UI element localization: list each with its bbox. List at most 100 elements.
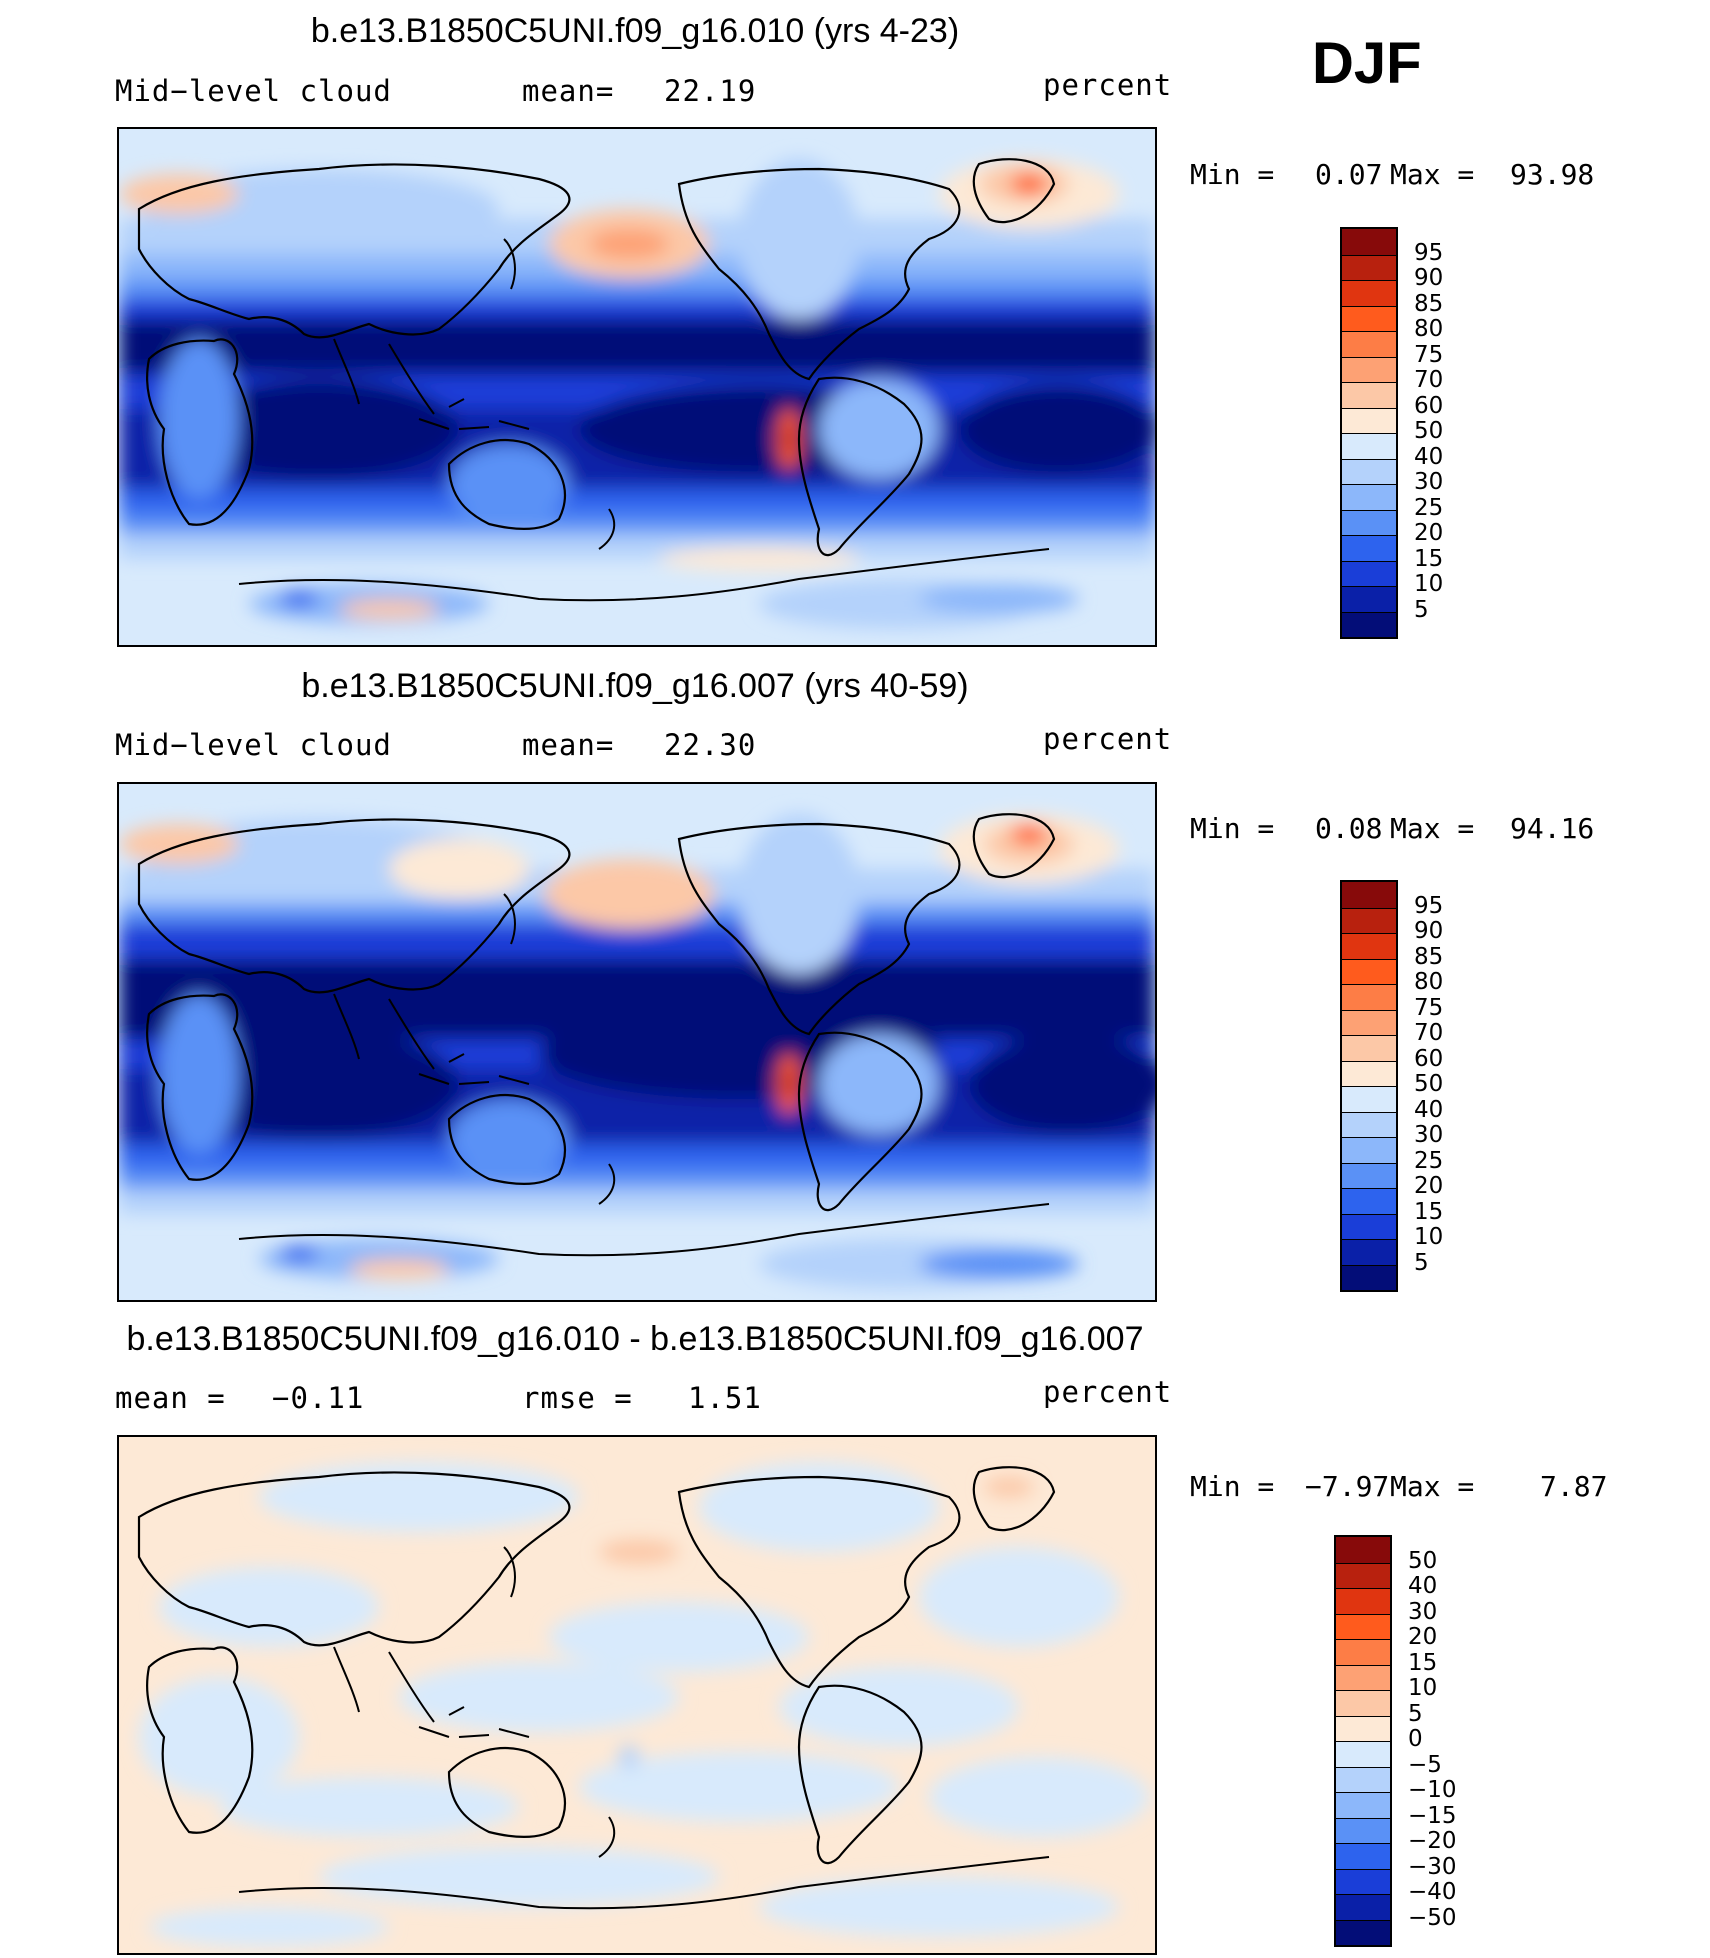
colorbar-tick-label: 25	[1414, 494, 1444, 521]
colorbar-tick-label: 15	[1414, 545, 1444, 572]
panel-3-map-svg	[119, 1437, 1155, 1953]
colorbar-swatch	[1342, 509, 1396, 535]
colorbar-tick-label: 60	[1414, 392, 1444, 419]
colorbar-swatch	[1342, 1188, 1396, 1214]
colorbar-swatch	[1342, 356, 1396, 382]
colorbar-tick-label: 5	[1414, 1249, 1429, 1276]
colorbar-tick-label: 30	[1414, 1122, 1444, 1148]
panel-1-colorbar	[1340, 227, 1398, 639]
colorbar-swatch	[1342, 611, 1396, 637]
colorbar-swatch	[1336, 1588, 1390, 1614]
colorbar-swatch	[1336, 1664, 1390, 1690]
colorbar-swatch	[1342, 331, 1396, 357]
panel-2-units: percent	[1043, 722, 1173, 756]
panel-2-title: b.e13.B1850C5UNI.f09_g16.007 (yrs 40-59)	[301, 667, 969, 705]
colorbar-tick-label: −20	[1408, 1828, 1457, 1854]
panel-2-variable: Mid−level cloud	[115, 728, 392, 762]
season-label: DJF	[1312, 31, 1422, 96]
colorbar-tick-label: 85	[1414, 943, 1444, 970]
panel-1-mean-label: mean=	[522, 74, 615, 108]
colorbar-tick-label: 40	[1414, 1096, 1444, 1123]
colorbar-swatch	[1342, 1264, 1396, 1290]
panel-1-title: b.e13.B1850C5UNI.f09_g16.010 (yrs 4-23)	[310, 12, 960, 50]
colorbar-swatch	[1342, 560, 1396, 586]
colorbar-tick-label: 10	[1408, 1675, 1438, 1701]
panel-2-min-value: 0.08	[1315, 812, 1383, 845]
panel-3-colorbar	[1334, 1535, 1392, 1947]
panel-3-max-value: 7.87	[1540, 1470, 1608, 1503]
colorbar-tick-label: 70	[1414, 1020, 1444, 1046]
colorbar-tick-label: 15	[1414, 1198, 1444, 1225]
panel-2-mean-value: 22.30	[664, 728, 757, 762]
colorbar-swatch	[1342, 1060, 1396, 1086]
colorbar-swatch	[1336, 1894, 1390, 1920]
panel-2-min-label: Min =	[1190, 812, 1275, 845]
colorbar-tick-label: −40	[1408, 1879, 1457, 1905]
colorbar-swatch	[1342, 882, 1396, 908]
colorbar-swatch	[1342, 305, 1396, 331]
colorbar-tick-label: 30	[1408, 1598, 1438, 1625]
colorbar-swatch	[1342, 984, 1396, 1010]
colorbar-swatch	[1342, 1239, 1396, 1265]
colorbar-swatch	[1336, 1537, 1390, 1563]
colorbar-swatch	[1342, 1035, 1396, 1061]
colorbar-swatch	[1342, 933, 1396, 959]
panel-3-map	[117, 1435, 1157, 1955]
colorbar-tick-label: 90	[1414, 265, 1444, 291]
colorbar-tick-label: 40	[1408, 1573, 1438, 1599]
panel-3-mean-value: −0.11	[272, 1381, 365, 1415]
colorbar-tick-label: −5	[1408, 1751, 1442, 1778]
colorbar-tick-label: 10	[1414, 1224, 1444, 1250]
colorbar-swatch	[1342, 407, 1396, 433]
colorbar-swatch	[1342, 1086, 1396, 1112]
colorbar-tick-label: −50	[1408, 1904, 1457, 1931]
colorbar-tick-label: 20	[1408, 1624, 1438, 1650]
colorbar-tick-label: 5	[1408, 1700, 1423, 1727]
colorbar-swatch	[1336, 1715, 1390, 1741]
panel-1-min-value: 0.07	[1315, 158, 1383, 191]
colorbar-swatch	[1342, 958, 1396, 984]
colorbar-tick-label: 75	[1414, 341, 1444, 368]
panel-3-min-label: Min =	[1190, 1470, 1275, 1503]
colorbar-tick-label: 95	[1414, 892, 1444, 919]
colorbar-swatch	[1336, 1919, 1390, 1945]
panel-1-map-svg	[119, 129, 1155, 645]
colorbar-swatch	[1342, 458, 1396, 484]
colorbar-swatch	[1336, 1817, 1390, 1843]
colorbar-swatch	[1342, 484, 1396, 510]
colorbar-tick-label: 50	[1414, 1071, 1444, 1097]
panel-2-max-label: Max =	[1390, 812, 1475, 845]
colorbar-tick-label: 30	[1414, 469, 1444, 495]
colorbar-tick-label: 0	[1408, 1726, 1423, 1752]
colorbar-tick-label: 60	[1414, 1045, 1444, 1072]
colorbar-tick-label: 50	[1408, 1547, 1438, 1574]
colorbar-swatch	[1336, 1741, 1390, 1767]
colorbar-tick-label: 80	[1414, 969, 1444, 995]
panel-1-variable: Mid−level cloud	[115, 74, 392, 108]
colorbar-swatch	[1342, 229, 1396, 255]
panel-3-title: b.e13.B1850C5UNI.f09_g16.010 - b.e13.B18…	[126, 1320, 1144, 1358]
colorbar-swatch	[1336, 1562, 1390, 1588]
panel-1-map	[117, 127, 1157, 647]
colorbar-swatch	[1336, 1843, 1390, 1869]
colorbar-tick-label: 40	[1414, 443, 1444, 470]
colorbar-swatch	[1342, 1137, 1396, 1163]
colorbar-tick-label: 25	[1414, 1147, 1444, 1174]
colorbar-swatch	[1342, 433, 1396, 459]
panel-1-mean-value: 22.19	[664, 74, 757, 108]
colorbar-tick-label: 5	[1414, 596, 1429, 623]
colorbar-tick-label: 10	[1414, 571, 1444, 597]
colorbar-tick-label: 70	[1414, 367, 1444, 393]
panel-1-max-value: 93.98	[1510, 158, 1595, 191]
colorbar-swatch	[1342, 586, 1396, 612]
colorbar-tick-label: 90	[1414, 918, 1444, 944]
colorbar-tick-label: 95	[1414, 239, 1444, 266]
colorbar-swatch	[1342, 1009, 1396, 1035]
colorbar-swatch	[1342, 1111, 1396, 1137]
colorbar-swatch	[1336, 1766, 1390, 1792]
panel-2-mean-label: mean=	[522, 728, 615, 762]
panel-3-rmse-value: 1.51	[688, 1381, 762, 1415]
colorbar-swatch	[1342, 254, 1396, 280]
panel-3-units: percent	[1043, 1375, 1173, 1409]
colorbar-swatch	[1342, 382, 1396, 408]
